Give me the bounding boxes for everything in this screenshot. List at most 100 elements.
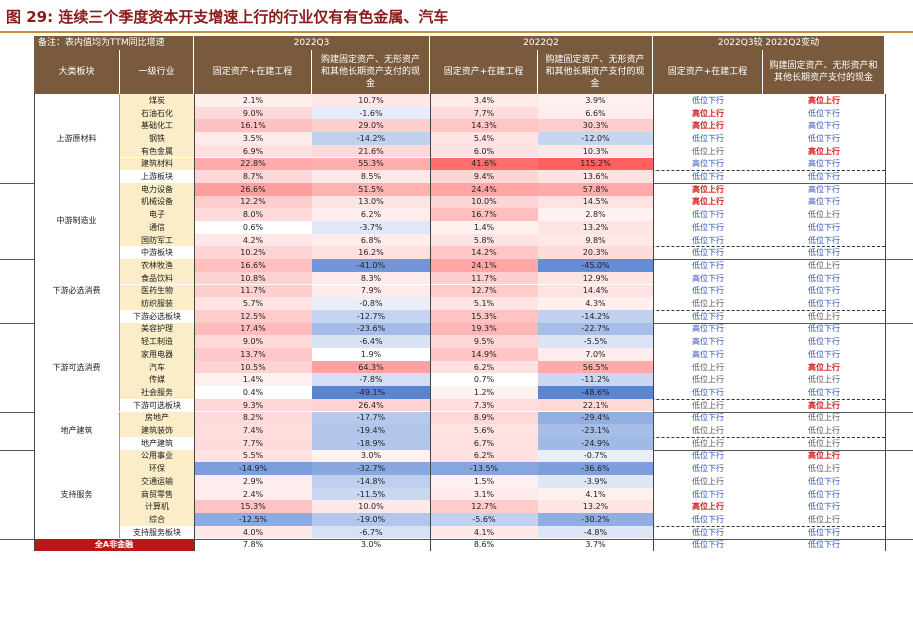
q2-purchase-value: 3.9% (538, 94, 653, 107)
q3-fixed-value: 16.1% (194, 119, 312, 133)
q3-fixed-value: 7.4% (194, 424, 312, 437)
change-fixed-trend: 低位下行 (692, 387, 724, 397)
change-fixed-trend: 高位上行 (692, 184, 724, 194)
q2-purchase-value: 4.1% (538, 487, 653, 501)
total-value: 3.7% (585, 540, 606, 550)
change-fixed-trend: 低位上行 (692, 299, 724, 309)
q3-fixed-value: 2.4% (194, 487, 312, 501)
q2-fixed-value: 7.7% (430, 106, 538, 120)
change-fixed-trend: 低位下行 (692, 527, 724, 537)
q3-purchase-value: -6.7% (312, 525, 430, 539)
group-name-cell: 中游制造业 (34, 182, 120, 260)
q3-purchase-value: 16.2% (312, 246, 430, 260)
change-purchase-trend: 低位下行 (808, 349, 840, 359)
industry-cell: 纺织服装 (120, 297, 194, 310)
industry-cell: 钢铁 (120, 132, 194, 145)
change-purchase-trend: 低位下行 (808, 527, 840, 537)
q2-purchase-value: -14.2% (538, 309, 653, 323)
q2-fixed-value: 9.5% (430, 335, 538, 348)
q2-fixed-value: 12.7% (430, 500, 538, 514)
industry-cell: 公用事业 (120, 449, 194, 463)
q2-purchase-value: 12.9% (538, 271, 653, 285)
change-purchase-trend: 高位上行 (808, 400, 840, 410)
q2-purchase-value: -30.2% (538, 513, 653, 526)
q3-purchase-value: -23.6% (312, 322, 430, 336)
q2-fixed-value: 12.7% (430, 284, 538, 298)
q3-fixed-value: 9.0% (194, 335, 312, 348)
q3-purchase-value: 8.3% (312, 271, 430, 285)
q3-fixed-value: 9.0% (194, 106, 312, 120)
change-fixed-trend: 低位上行 (692, 400, 724, 410)
q2-fixed-value: 5.8% (430, 233, 538, 247)
industry-cell: 房地产 (120, 411, 194, 425)
q2-fixed-value: 14.9% (430, 348, 538, 361)
q3-purchase-value: -7.8% (312, 373, 430, 387)
q2-fixed-value: -13.5% (430, 462, 538, 475)
q2-purchase-value: 2.8% (538, 208, 653, 221)
industry-cell: 机械设备 (120, 195, 194, 209)
change-fixed-trend: 低位上行 (692, 146, 724, 156)
q3-purchase-value: -32.7% (312, 462, 430, 475)
q2-fixed-value: 19.3% (430, 322, 538, 336)
q2-fixed-value: 5.6% (430, 424, 538, 437)
q2-fixed-value: 8.9% (430, 411, 538, 425)
q2-purchase-value: 14.4% (538, 284, 653, 298)
change-purchase-trend: 低位下行 (808, 476, 840, 486)
industry-cell: 商贸零售 (120, 487, 194, 501)
change-fixed-trend: 低位下行 (692, 489, 724, 499)
q3-purchase-value: -18.9% (312, 436, 430, 450)
change-fixed-trend: 低位下行 (692, 172, 724, 182)
q3-purchase-value: 6.8% (312, 233, 430, 247)
q3-purchase-value: 13.0% (312, 195, 430, 209)
q3-purchase-value: -17.7% (312, 411, 430, 425)
q2-purchase-value: 20.3% (538, 246, 653, 260)
industry-cell: 下游必选板块 (120, 309, 194, 323)
change-purchase-trend: 低位下行 (808, 489, 840, 499)
q2-purchase-value: -23.1% (538, 424, 653, 437)
q3-purchase-value: 1.9% (312, 348, 430, 361)
q2-purchase-value: 13.2% (538, 221, 653, 234)
change-purchase-trend: 低位上行 (808, 413, 840, 423)
q3-fixed-value: 17.4% (194, 322, 312, 336)
change-fixed-trend: 高位下行 (692, 273, 724, 283)
figure-title-bar: 图 29: 连续三个季度资本开支增速上行的行业仅有有色金属、汽车 (0, 0, 913, 34)
change-fixed-trend: 高位上行 (692, 502, 724, 512)
total-change-purchase: 低位下行 (808, 540, 840, 550)
q2-fixed-value: 6.0% (430, 144, 538, 158)
header-industry: 一级行业 (120, 50, 194, 94)
q2-fixed-value: -5.6% (430, 513, 538, 526)
title-underline (0, 31, 913, 33)
column-divider (430, 94, 431, 552)
change-fixed-trend: 低位下行 (692, 248, 724, 258)
change-purchase-trend: 低位上行 (808, 464, 840, 474)
q3-fixed-value: 16.6% (194, 259, 312, 272)
change-purchase-trend: 低位下行 (808, 502, 840, 512)
industry-cell: 建筑材料 (120, 157, 194, 171)
header-q3-purchase: 购建固定资产、无形资产和其他长期资产支付的现金 (312, 50, 430, 94)
change-fixed-trend: 低位上行 (692, 438, 724, 448)
industry-cell: 中游板块 (120, 246, 194, 260)
industry-cell: 计算机 (120, 500, 194, 514)
q3-fixed-value: 7.7% (194, 436, 312, 450)
industry-cell: 社会服务 (120, 386, 194, 399)
q2-fixed-value: 0.7% (430, 373, 538, 387)
change-purchase-trend: 低位下行 (808, 273, 840, 283)
q3-fixed-value: 8.0% (194, 208, 312, 221)
change-fixed-trend: 低位下行 (692, 133, 724, 143)
total-label: 全A非金融 (34, 538, 194, 552)
industry-cell: 家用电器 (120, 348, 194, 361)
total-change-fixed: 低位下行 (692, 540, 724, 550)
q3-fixed-value: 0.6% (194, 221, 312, 234)
q3-fixed-value: 12.5% (194, 309, 312, 323)
q3-fixed-value: 22.8% (194, 157, 312, 171)
q3-purchase-value: 10.0% (312, 500, 430, 514)
q2-fixed-value: 1.2% (430, 386, 538, 399)
industry-cell: 轻工制造 (120, 335, 194, 348)
q2-purchase-value: -0.7% (538, 449, 653, 463)
q2-fixed-value: 24.4% (430, 182, 538, 196)
q2-fixed-value: 14.3% (430, 119, 538, 133)
q3-purchase-value: -3.7% (312, 221, 430, 234)
q3-fixed-value: 0.4% (194, 386, 312, 399)
industry-cell: 汽车 (120, 360, 194, 374)
change-fixed-trend: 低位下行 (692, 286, 724, 296)
